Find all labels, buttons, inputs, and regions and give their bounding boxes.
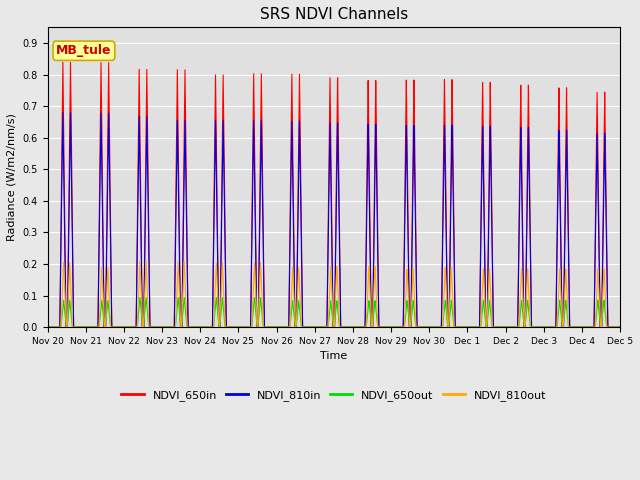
NDVI_650in: [614, 324, 622, 330]
Line: NDVI_650out: NDVI_650out: [47, 297, 620, 327]
Line: NDVI_810out: NDVI_810out: [47, 261, 620, 327]
X-axis label: Time: Time: [320, 351, 348, 361]
NDVI_650out: [495, 324, 502, 330]
NDVI_810out: [160, 324, 168, 330]
NDVI_650in: [495, 324, 502, 330]
NDVI_650out: [160, 324, 168, 330]
NDVI_810out: [258, 293, 266, 299]
Title: SRS NDVI Channels: SRS NDVI Channels: [260, 7, 408, 22]
Line: NDVI_810in: NDVI_810in: [47, 113, 620, 327]
NDVI_650in: [166, 324, 174, 330]
NDVI_810in: [616, 324, 624, 330]
NDVI_810out: [413, 324, 420, 330]
NDVI_650in: [44, 324, 51, 330]
NDVI_810out: [136, 258, 144, 264]
NDVI_810in: [166, 324, 174, 330]
NDVI_810in: [258, 159, 266, 165]
NDVI_810in: [160, 324, 168, 330]
NDVI_810out: [495, 324, 502, 330]
NDVI_650out: [166, 324, 174, 330]
NDVI_650in: [616, 324, 624, 330]
Y-axis label: Radiance (W/m2/nm/s): Radiance (W/m2/nm/s): [7, 113, 17, 241]
NDVI_810out: [614, 324, 622, 330]
NDVI_650out: [258, 310, 266, 316]
NDVI_810in: [495, 324, 502, 330]
NDVI_810out: [616, 324, 624, 330]
NDVI_650out: [44, 324, 51, 330]
NDVI_650out: [614, 324, 622, 330]
NDVI_650out: [616, 324, 624, 330]
NDVI_650out: [413, 324, 420, 330]
NDVI_650in: [258, 122, 266, 128]
Text: MB_tule: MB_tule: [56, 44, 112, 57]
NDVI_810in: [614, 324, 622, 330]
NDVI_650in: [160, 324, 168, 330]
NDVI_810in: [44, 324, 51, 330]
NDVI_650in: [59, 60, 67, 65]
NDVI_810out: [166, 324, 174, 330]
NDVI_810in: [413, 323, 420, 328]
NDVI_650out: [136, 294, 144, 300]
Line: NDVI_650in: NDVI_650in: [47, 62, 620, 327]
NDVI_810out: [44, 324, 51, 330]
Legend: NDVI_650in, NDVI_810in, NDVI_650out, NDVI_810out: NDVI_650in, NDVI_810in, NDVI_650out, NDV…: [117, 386, 550, 406]
NDVI_650in: [413, 322, 420, 328]
NDVI_810in: [59, 110, 67, 116]
